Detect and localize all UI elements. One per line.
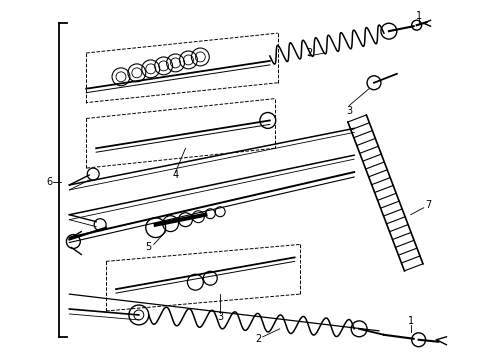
Text: 5: 5: [146, 243, 152, 252]
Text: 7: 7: [425, 200, 432, 210]
Text: 1: 1: [408, 316, 414, 326]
Text: 2: 2: [255, 334, 261, 344]
Text: 3: 3: [346, 105, 352, 116]
Text: 6: 6: [47, 177, 52, 187]
Text: 2: 2: [306, 48, 313, 58]
Text: 1: 1: [416, 11, 422, 21]
Text: 4: 4: [172, 170, 178, 180]
Text: 3: 3: [217, 312, 223, 322]
